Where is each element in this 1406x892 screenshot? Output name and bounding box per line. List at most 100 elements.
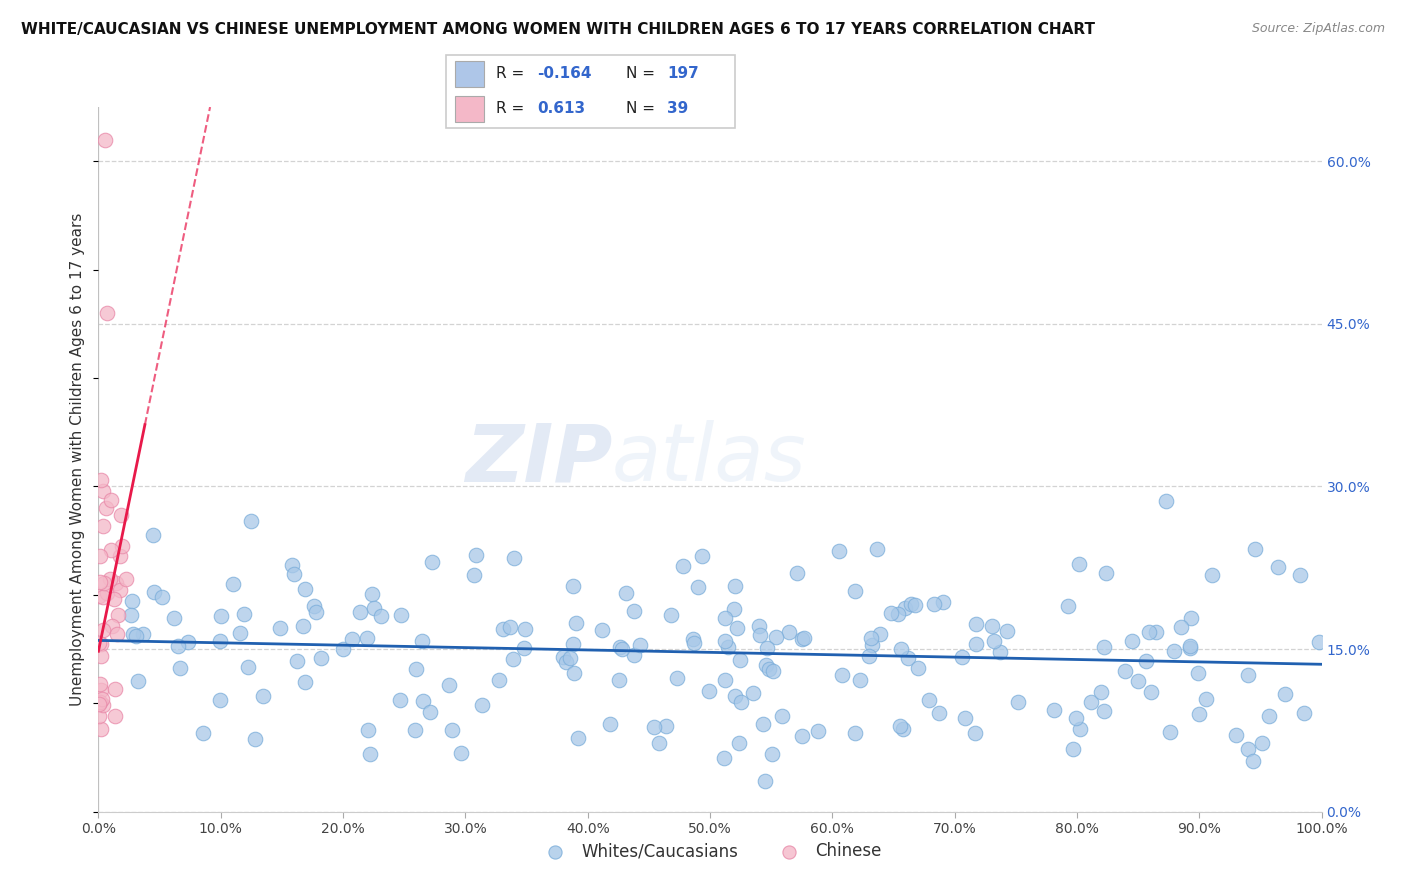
Point	[756, 640, 779, 655]
Point	[591, 624, 613, 638]
Point	[614, 586, 637, 600]
Point	[725, 621, 748, 635]
Point	[108, 583, 131, 598]
Point	[723, 602, 745, 616]
Point	[792, 632, 814, 646]
Point	[191, 725, 214, 739]
Point	[464, 548, 486, 562]
Point	[891, 722, 914, 736]
Point	[440, 723, 463, 738]
Point	[502, 651, 524, 665]
Point	[762, 664, 785, 678]
Point	[1062, 741, 1084, 756]
Point	[107, 607, 129, 622]
Point	[243, 732, 266, 747]
Point	[1144, 625, 1167, 640]
Point	[1159, 724, 1181, 739]
Point	[1225, 728, 1247, 742]
Point	[90, 637, 112, 651]
Point	[305, 605, 328, 619]
Point	[405, 662, 427, 676]
Point	[607, 673, 630, 687]
Point	[388, 693, 411, 707]
Point	[807, 723, 830, 738]
Point	[91, 590, 114, 604]
Point	[100, 492, 122, 507]
Point	[887, 607, 910, 621]
Point	[786, 566, 808, 580]
Point	[755, 658, 778, 673]
Point	[356, 723, 378, 737]
Point	[283, 566, 305, 581]
Point	[562, 666, 585, 681]
Point	[90, 648, 112, 663]
Point	[177, 634, 200, 648]
Point	[120, 607, 142, 622]
Point	[103, 591, 125, 606]
Point	[562, 579, 585, 593]
Point	[87, 636, 110, 650]
Point	[918, 693, 941, 707]
Point	[778, 625, 800, 640]
Point	[690, 549, 713, 563]
Point	[488, 673, 510, 687]
Point	[349, 605, 371, 619]
Point	[672, 558, 695, 573]
Point	[869, 627, 891, 641]
Point	[404, 723, 426, 738]
Point	[894, 600, 917, 615]
Point	[1250, 736, 1272, 750]
Point	[124, 629, 146, 643]
Point	[965, 637, 987, 651]
Point	[411, 633, 433, 648]
Point	[849, 673, 872, 687]
Point	[1237, 667, 1260, 681]
Point	[752, 717, 775, 731]
Point	[169, 661, 191, 675]
Point	[285, 654, 308, 668]
Point	[1188, 706, 1211, 721]
Point	[252, 689, 274, 703]
Point	[1121, 633, 1143, 648]
Point	[965, 617, 987, 632]
FancyBboxPatch shape	[454, 96, 484, 122]
Point	[91, 624, 114, 638]
Point	[1007, 695, 1029, 709]
Point	[90, 692, 112, 706]
Point	[412, 694, 434, 708]
Point	[96, 586, 118, 600]
Point	[228, 626, 250, 640]
Point	[1258, 709, 1281, 723]
Point	[222, 577, 245, 591]
Point	[503, 550, 526, 565]
Point	[89, 676, 111, 690]
Point	[858, 649, 880, 664]
Point	[713, 751, 735, 765]
Point	[90, 473, 112, 487]
Point	[499, 620, 522, 634]
Point	[110, 508, 132, 523]
Point	[1080, 695, 1102, 709]
Legend: Whites/Caucasians, Chinese: Whites/Caucasians, Chinese	[531, 836, 889, 867]
Point	[269, 621, 291, 635]
Point	[471, 698, 494, 712]
Point	[163, 611, 186, 625]
Point	[950, 650, 973, 665]
Point	[765, 631, 787, 645]
Point	[340, 632, 363, 646]
Point	[1274, 687, 1296, 701]
Point	[567, 731, 589, 745]
Point	[89, 574, 111, 589]
Point	[91, 698, 114, 712]
Point	[623, 604, 645, 618]
Point	[87, 590, 110, 604]
Point	[87, 697, 110, 711]
Point	[758, 662, 780, 676]
Point	[551, 649, 574, 664]
Point	[995, 624, 1018, 638]
Point	[793, 631, 815, 645]
Point	[643, 720, 665, 734]
Text: 197: 197	[668, 67, 699, 81]
Text: ZIP: ZIP	[465, 420, 612, 499]
Point	[659, 608, 682, 623]
